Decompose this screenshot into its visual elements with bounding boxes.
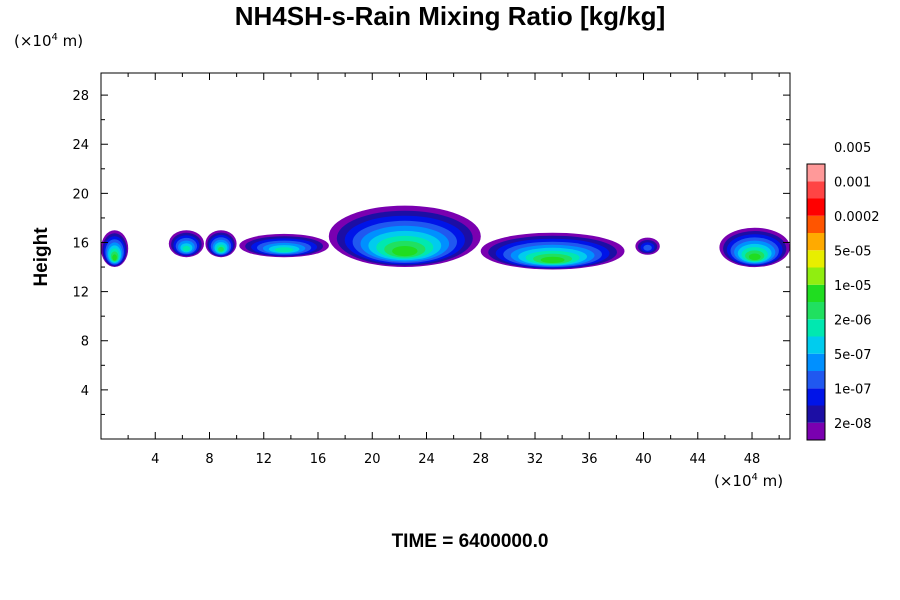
colorbar-swatch	[807, 164, 825, 182]
contour-region	[168, 230, 204, 258]
colorbar-swatch	[807, 250, 825, 268]
x-tick-label: 20	[364, 452, 381, 467]
contour-region	[635, 237, 660, 255]
y-tick-label: 12	[72, 286, 89, 301]
colorbar-frame	[806, 163, 826, 441]
y-tick-label: 16	[72, 236, 89, 251]
colorbar-swatch	[807, 233, 825, 251]
x-unit-exponent: 4	[751, 472, 758, 483]
colorbar-label: 5e-07	[834, 348, 872, 363]
contour-level-6	[274, 247, 294, 253]
colorbar-label: 5e-05	[834, 244, 872, 259]
contour-level-8	[392, 246, 418, 257]
colorbar-swatch	[807, 422, 825, 440]
x-tick-label: 48	[744, 452, 761, 467]
colorbar-swatch	[807, 215, 825, 233]
colorbar-swatch	[807, 353, 825, 371]
x-tick-label: 8	[205, 452, 213, 467]
y-axis-unit: (×104 m)	[14, 32, 83, 50]
y-unit-suffix: m)	[57, 32, 84, 50]
colorbar-swatch	[807, 302, 825, 320]
colorbar-swatch	[807, 181, 825, 199]
contour-region	[239, 233, 329, 258]
chart-title: NH4SH-s-Rain Mixing Ratio [kg/kg]	[234, 1, 666, 31]
contour-level-7	[218, 246, 224, 252]
contour-level-8	[112, 254, 117, 261]
x-tick-label: 36	[581, 452, 598, 467]
y-tick-label: 4	[81, 384, 89, 399]
contour-region	[205, 230, 237, 258]
colorbar-swatch	[807, 336, 825, 354]
x-tick-label: 44	[689, 452, 706, 467]
colorbar-label: 1e-05	[834, 279, 872, 294]
x-tick-label: 28	[472, 452, 489, 467]
colorbar-label: 2e-08	[834, 417, 872, 432]
contour-region	[101, 230, 129, 267]
colorbar-swatch	[807, 267, 825, 285]
x-tick-label: 24	[418, 452, 435, 467]
colorbar: 2e-08 1e-07 5e-07 2e-06 1e-05 5e-05 0.0002 0.00…	[806, 141, 880, 441]
colorbar-swatch	[807, 319, 825, 337]
colorbar-label: 2e-06	[834, 313, 872, 328]
contour-level-8	[748, 253, 761, 261]
contour-field	[101, 205, 790, 270]
x-unit-prefix: (×10	[714, 472, 752, 490]
x-tick-label: 32	[527, 452, 544, 467]
contour-level-6	[182, 245, 191, 252]
colorbar-swatch	[807, 198, 825, 216]
time-label: TIME = 6400000.0	[391, 531, 549, 552]
colorbar-label: 0.005	[834, 141, 871, 156]
x-tick-label: 12	[255, 452, 272, 467]
y-tick-label: 24	[72, 138, 89, 153]
y-unit-prefix: (×10	[14, 32, 52, 50]
colorbar-swatch	[807, 284, 825, 302]
colorbar-swatch	[807, 388, 825, 406]
x-tick-label: 4	[151, 452, 159, 467]
x-tick-label: 16	[310, 452, 327, 467]
y-tick-label: 28	[72, 89, 89, 104]
colorbar-label: 0.001	[834, 175, 871, 190]
colorbar-label: 0.0002	[834, 210, 880, 225]
contour-region	[719, 227, 790, 268]
y-tick-label: 8	[81, 335, 89, 350]
y-unit-exponent: 4	[51, 32, 58, 43]
contour-region	[328, 205, 481, 267]
plot-frame	[100, 72, 791, 440]
x-axis-unit: (×104 m)	[714, 472, 783, 490]
contour-level-3	[643, 244, 652, 251]
colorbar-swatch	[807, 405, 825, 423]
colorbar-label: 1e-07	[834, 382, 872, 397]
contour-level-8	[540, 256, 565, 263]
x-unit-suffix: m)	[757, 472, 784, 490]
y-tick-label: 20	[72, 187, 89, 202]
colorbar-swatch	[807, 371, 825, 389]
x-tick-label: 40	[635, 452, 652, 467]
contour-region	[480, 232, 625, 270]
